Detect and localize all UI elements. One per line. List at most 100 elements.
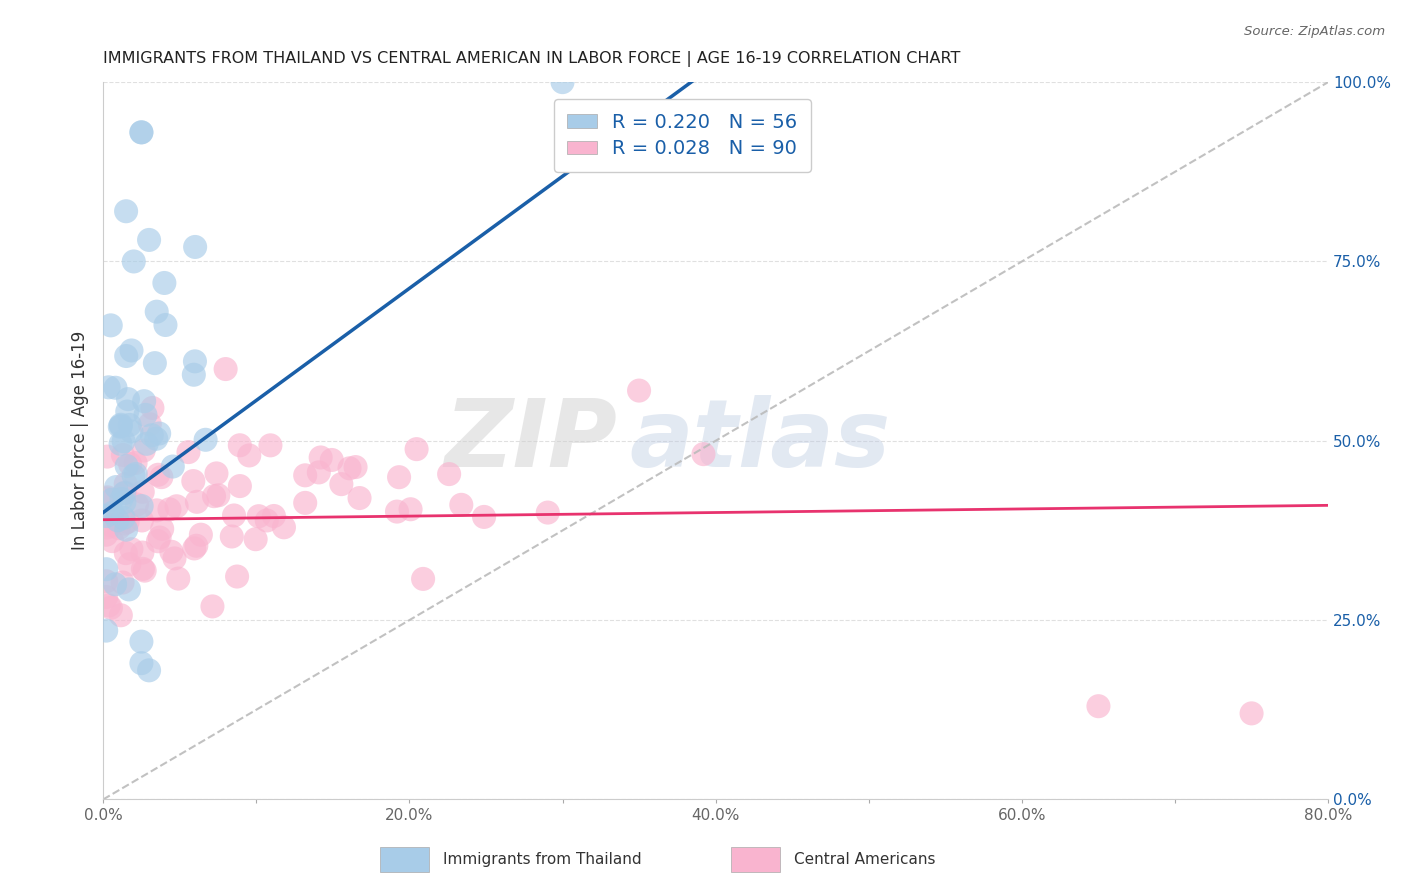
Point xyxy=(124,467,146,481)
Point xyxy=(388,470,411,484)
Point xyxy=(628,384,651,398)
Point xyxy=(190,527,212,541)
Point xyxy=(245,532,267,546)
Point xyxy=(344,460,367,475)
Point xyxy=(385,505,408,519)
Point xyxy=(150,522,173,536)
Point xyxy=(202,489,225,503)
Point xyxy=(141,401,163,415)
Point xyxy=(1087,699,1109,714)
Point xyxy=(437,467,460,481)
Point xyxy=(132,562,155,576)
Point xyxy=(121,343,143,358)
Point xyxy=(205,467,228,481)
Point xyxy=(181,474,204,488)
Point xyxy=(105,511,128,525)
Text: ZIP: ZIP xyxy=(444,395,617,487)
Point xyxy=(111,448,134,462)
Point xyxy=(110,437,132,451)
Point xyxy=(101,492,124,507)
Point xyxy=(101,506,124,520)
Point xyxy=(692,447,714,461)
Point xyxy=(183,541,205,556)
Point xyxy=(117,392,139,406)
Point xyxy=(221,529,243,543)
Point xyxy=(96,624,118,638)
Point xyxy=(131,499,153,513)
Point xyxy=(112,486,135,500)
Point xyxy=(159,502,181,516)
Point xyxy=(115,349,138,363)
Point xyxy=(96,574,118,589)
Point xyxy=(110,419,132,434)
Point xyxy=(115,523,138,537)
Point xyxy=(112,495,135,509)
Point xyxy=(155,318,177,332)
Point xyxy=(143,356,166,370)
Point xyxy=(135,437,157,451)
Point xyxy=(131,125,153,139)
Point xyxy=(131,545,153,559)
Point xyxy=(145,432,167,446)
Point xyxy=(309,450,332,465)
Text: IMMIGRANTS FROM THAILAND VS CENTRAL AMERICAN IN LABOR FORCE | AGE 16-19 CORRELAT: IMMIGRANTS FROM THAILAND VS CENTRAL AMER… xyxy=(103,51,960,67)
Point xyxy=(330,477,353,491)
Point xyxy=(131,656,153,670)
Point xyxy=(1240,706,1263,721)
Point xyxy=(96,527,118,541)
Point xyxy=(194,433,217,447)
Point xyxy=(247,509,270,524)
Point xyxy=(186,539,208,553)
Point xyxy=(112,434,135,449)
Point xyxy=(201,599,224,614)
Point xyxy=(105,480,128,494)
Text: Immigrants from Thailand: Immigrants from Thailand xyxy=(443,853,641,867)
Point xyxy=(111,575,134,590)
Point xyxy=(110,491,132,506)
Point xyxy=(141,428,163,442)
Point xyxy=(273,520,295,534)
Point xyxy=(100,518,122,533)
Point xyxy=(108,521,131,535)
Point xyxy=(177,445,200,459)
Point xyxy=(115,204,138,219)
Point xyxy=(120,425,142,439)
Point xyxy=(163,551,186,566)
Point xyxy=(145,503,167,517)
Point xyxy=(405,442,427,457)
Point xyxy=(104,381,127,395)
Point xyxy=(162,459,184,474)
Point xyxy=(339,461,361,475)
Point xyxy=(115,458,138,473)
Point xyxy=(229,438,252,452)
Point xyxy=(104,577,127,591)
Point xyxy=(238,449,260,463)
Point xyxy=(134,394,156,409)
Point xyxy=(96,520,118,534)
Point xyxy=(450,498,472,512)
Point xyxy=(146,534,169,549)
Point xyxy=(96,450,118,464)
Point xyxy=(114,477,136,491)
Text: atlas: atlas xyxy=(630,395,891,487)
Point xyxy=(308,466,330,480)
Point xyxy=(131,513,153,527)
Point xyxy=(207,488,229,502)
Point xyxy=(138,233,160,247)
Point xyxy=(166,500,188,514)
Point xyxy=(100,600,122,615)
Point xyxy=(551,75,574,89)
Point xyxy=(226,569,249,583)
Point xyxy=(256,513,278,527)
Point xyxy=(114,485,136,500)
Point xyxy=(399,502,422,516)
Point xyxy=(148,426,170,441)
Point xyxy=(114,516,136,531)
Point xyxy=(96,562,118,576)
Point xyxy=(138,663,160,677)
Point xyxy=(96,590,118,604)
Point xyxy=(153,276,176,290)
Text: Source: ZipAtlas.com: Source: ZipAtlas.com xyxy=(1244,25,1385,38)
Point xyxy=(229,479,252,493)
Point xyxy=(120,457,142,471)
